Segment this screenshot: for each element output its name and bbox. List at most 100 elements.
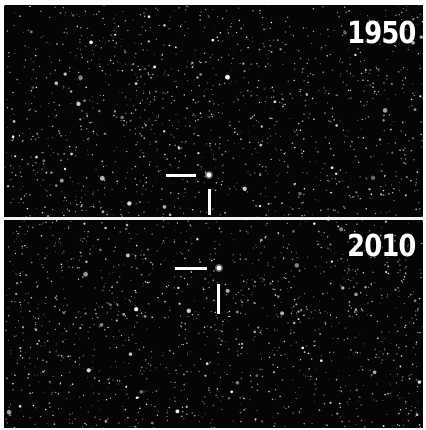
background-star bbox=[276, 350, 278, 351]
background-star bbox=[126, 318, 128, 320]
background-star bbox=[174, 396, 176, 398]
background-star bbox=[70, 12, 72, 14]
background-star bbox=[168, 284, 170, 287]
background-star bbox=[421, 216, 423, 217]
background-star bbox=[69, 355, 72, 357]
background-star bbox=[182, 343, 185, 346]
background-star bbox=[404, 147, 406, 149]
background-star bbox=[404, 134, 407, 136]
background-star bbox=[114, 161, 116, 163]
background-star bbox=[33, 61, 35, 63]
background-star bbox=[60, 407, 63, 409]
background-star bbox=[150, 261, 152, 264]
background-star bbox=[335, 125, 337, 127]
background-star bbox=[347, 186, 350, 188]
background-star bbox=[331, 107, 334, 110]
background-star bbox=[415, 365, 417, 367]
background-star bbox=[309, 89, 311, 91]
background-star bbox=[418, 297, 421, 300]
background-star bbox=[203, 307, 205, 309]
background-star bbox=[70, 258, 73, 260]
background-star bbox=[262, 277, 264, 279]
background-star bbox=[85, 45, 87, 47]
background-star bbox=[53, 101, 55, 104]
background-star bbox=[65, 135, 67, 136]
background-star bbox=[238, 343, 241, 345]
background-star bbox=[402, 83, 405, 86]
background-star bbox=[34, 54, 37, 57]
background-star bbox=[213, 427, 216, 428]
background-star bbox=[366, 294, 368, 296]
background-star bbox=[19, 165, 21, 167]
background-star bbox=[115, 346, 118, 349]
background-star bbox=[396, 307, 397, 309]
background-star bbox=[397, 272, 399, 274]
background-star bbox=[104, 283, 106, 285]
background-star bbox=[64, 310, 66, 313]
background-star bbox=[238, 19, 241, 22]
background-star bbox=[143, 137, 146, 139]
background-star bbox=[193, 133, 195, 135]
background-star bbox=[34, 96, 35, 98]
background-star bbox=[129, 98, 131, 100]
background-star bbox=[351, 306, 353, 308]
background-star bbox=[92, 366, 93, 368]
background-star bbox=[270, 88, 272, 90]
background-star bbox=[164, 242, 166, 244]
background-star bbox=[39, 415, 42, 418]
background-star bbox=[257, 383, 259, 385]
background-star bbox=[183, 388, 185, 390]
background-star bbox=[256, 62, 258, 65]
background-star bbox=[320, 235, 322, 237]
background-star bbox=[374, 282, 376, 284]
background-star bbox=[383, 130, 385, 132]
background-star bbox=[194, 196, 197, 198]
background-star bbox=[89, 100, 91, 102]
background-star bbox=[372, 370, 377, 375]
background-star bbox=[109, 347, 111, 349]
background-star bbox=[296, 134, 298, 136]
background-star bbox=[294, 263, 300, 268]
background-star bbox=[37, 134, 39, 136]
background-star bbox=[343, 206, 345, 208]
background-star bbox=[212, 279, 214, 281]
background-star bbox=[381, 359, 383, 361]
background-star bbox=[351, 316, 353, 318]
background-star bbox=[219, 136, 221, 139]
background-star bbox=[57, 154, 59, 156]
background-star bbox=[326, 424, 328, 426]
background-star bbox=[78, 71, 80, 74]
background-star bbox=[135, 109, 137, 111]
background-star bbox=[68, 87, 70, 89]
background-star bbox=[147, 72, 149, 74]
background-star bbox=[153, 426, 155, 428]
background-star bbox=[194, 79, 195, 81]
background-star bbox=[300, 408, 302, 410]
background-star bbox=[196, 76, 199, 79]
background-star bbox=[366, 22, 369, 24]
background-star bbox=[146, 390, 148, 392]
background-star bbox=[36, 342, 39, 345]
background-star bbox=[415, 181, 417, 184]
background-star bbox=[92, 133, 94, 135]
background-star bbox=[144, 311, 146, 313]
background-star bbox=[79, 364, 81, 366]
background-star bbox=[193, 364, 195, 366]
background-star bbox=[77, 278, 80, 280]
background-star bbox=[240, 347, 243, 349]
background-star bbox=[139, 309, 141, 311]
background-star bbox=[334, 172, 338, 175]
background-star bbox=[235, 293, 237, 296]
background-star bbox=[199, 261, 201, 263]
background-star bbox=[135, 291, 137, 293]
background-star bbox=[384, 15, 387, 17]
background-star bbox=[192, 113, 195, 115]
background-star bbox=[365, 71, 367, 73]
background-star bbox=[283, 340, 286, 343]
background-star bbox=[159, 326, 160, 328]
background-star bbox=[99, 94, 101, 97]
background-star bbox=[12, 91, 14, 94]
background-star bbox=[96, 103, 98, 105]
background-star bbox=[134, 290, 136, 292]
background-star bbox=[145, 189, 146, 191]
